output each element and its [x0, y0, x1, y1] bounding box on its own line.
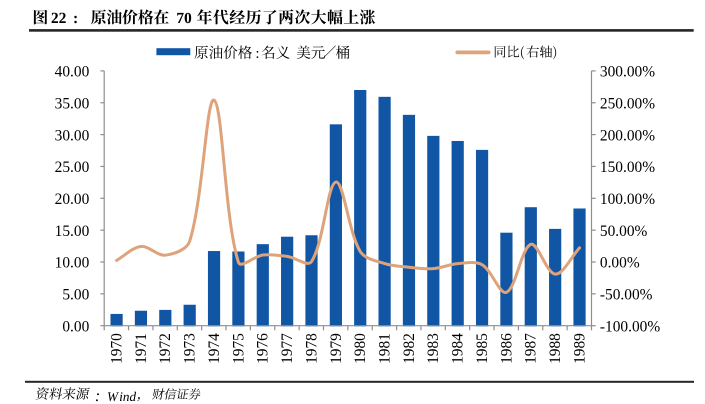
svg-text:1981: 1981 — [377, 333, 394, 364]
svg-text:1982: 1982 — [401, 333, 418, 364]
svg-text:35.00: 35.00 — [55, 95, 90, 112]
svg-text:0.00: 0.00 — [62, 318, 89, 335]
svg-text:1976: 1976 — [255, 333, 272, 364]
svg-text:150.00%: 150.00% — [600, 159, 655, 176]
svg-text:1974: 1974 — [206, 333, 223, 364]
svg-text:15.00: 15.00 — [55, 223, 90, 240]
svg-text:1986: 1986 — [498, 333, 515, 364]
svg-text:1988: 1988 — [547, 333, 564, 364]
svg-text:1987: 1987 — [523, 333, 540, 364]
svg-text:25.00: 25.00 — [55, 159, 90, 176]
svg-text:250.00%: 250.00% — [600, 95, 655, 112]
svg-text:1970: 1970 — [108, 333, 125, 364]
svg-text:1979: 1979 — [328, 333, 345, 364]
svg-text:10.00: 10.00 — [55, 255, 90, 272]
svg-text:-100.00%: -100.00% — [600, 318, 660, 335]
svg-text:1984: 1984 — [450, 333, 467, 364]
svg-text:1973: 1973 — [182, 333, 199, 364]
svg-text:300.00%: 300.00% — [600, 64, 655, 81]
svg-text:-50.00%: -50.00% — [600, 287, 653, 304]
svg-text:0.00%: 0.00% — [600, 255, 640, 272]
svg-text:1978: 1978 — [303, 333, 320, 364]
svg-text:50.00%: 50.00% — [600, 223, 648, 240]
svg-text:1971: 1971 — [133, 333, 150, 364]
svg-text:20.00: 20.00 — [55, 191, 90, 208]
svg-text:1989: 1989 — [571, 333, 588, 364]
svg-text:1972: 1972 — [157, 333, 174, 364]
svg-text:40.00: 40.00 — [55, 64, 90, 81]
svg-text:5.00: 5.00 — [62, 287, 89, 304]
svg-text:1985: 1985 — [474, 333, 491, 364]
svg-text:100.00%: 100.00% — [600, 191, 655, 208]
svg-text:200.00%: 200.00% — [600, 127, 655, 144]
svg-text:1983: 1983 — [425, 333, 442, 364]
svg-text:1975: 1975 — [230, 333, 247, 364]
svg-text:30.00: 30.00 — [55, 127, 90, 144]
svg-text:1977: 1977 — [279, 333, 296, 364]
svg-text:1980: 1980 — [352, 333, 369, 364]
